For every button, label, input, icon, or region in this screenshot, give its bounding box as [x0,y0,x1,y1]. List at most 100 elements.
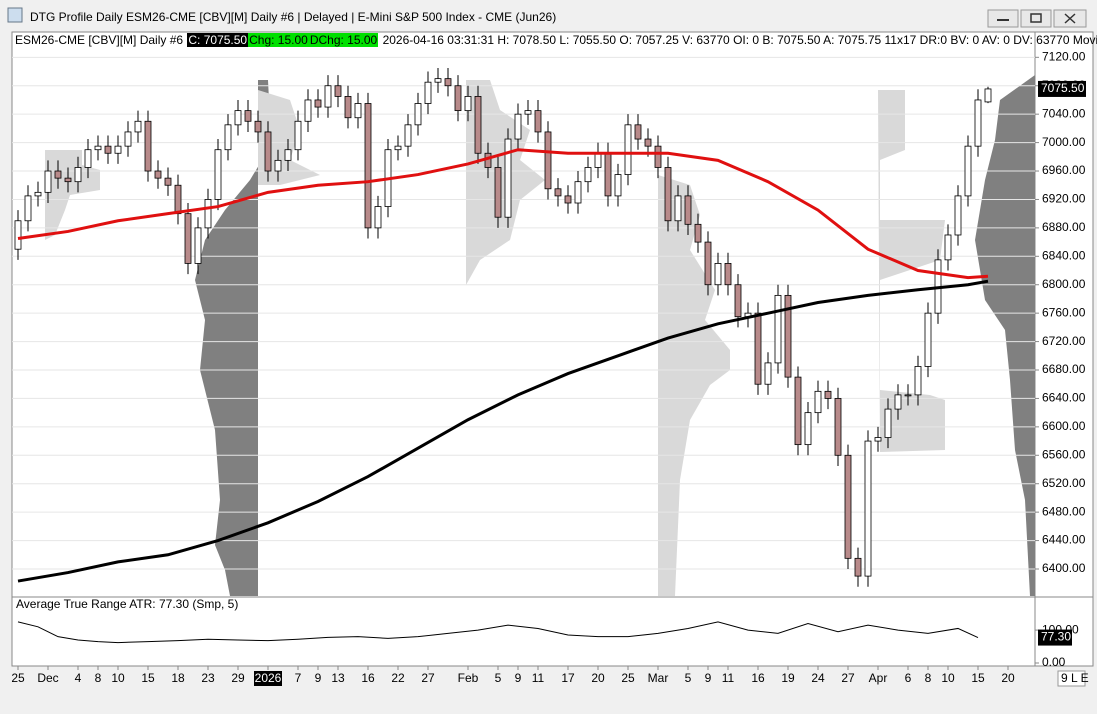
last-value-box [1038,629,1072,646]
x-tick-label: 13 [331,671,345,685]
candle-body [464,96,472,112]
window-buttons[interactable] [987,9,1087,28]
candle-body [664,167,672,222]
candle-body [74,167,82,183]
x-tick-label: 20 [1001,671,1015,685]
status: 9 L E [1061,671,1089,685]
close-price: C: 7075.50 [187,33,249,47]
candle-body [474,96,482,154]
y-tick-label: 6880.00 [1042,220,1086,234]
candle-body [134,120,142,133]
chart-area [11,31,1094,667]
status-box [1057,670,1086,687]
candle-body [944,234,952,261]
volume-profile [975,75,1035,596]
y-tick-label: 6440.00 [1042,533,1086,547]
volume-profile [195,80,270,596]
candle-body [984,88,992,103]
candle-body [904,394,912,397]
x-tick-label: 22 [391,671,405,685]
candle-body [614,174,622,197]
candle-body [364,103,372,229]
candle-body [494,167,502,218]
candle-body [434,78,442,83]
candle-body [784,294,792,378]
candle-body [84,149,92,168]
x-tick-label: Dec [37,671,58,685]
candle-body [804,412,812,446]
x-tick-label: 24 [811,671,825,685]
x-tick-label: 23 [201,671,215,685]
candle-body [214,149,222,200]
candle-body [274,159,282,172]
maximize-button[interactable] [1020,9,1052,28]
candle-body [374,206,382,229]
window-title: DTG Profile Daily ESM26-CME [CBV][M] Dai… [30,10,556,24]
candle-body [754,312,762,385]
last-value-label: 77.30 [1041,630,1071,644]
candle-body [284,149,292,161]
candle-body [124,131,132,147]
minimize-button[interactable] [987,9,1019,28]
x-tick-label: 9 [315,671,322,685]
x-tick-label: 5 [685,671,692,685]
candle-body [114,145,122,154]
x-tick-label: 17 [561,671,575,685]
candle-body [924,312,932,367]
candle-body [824,390,832,399]
candle-body [254,120,262,133]
y-tick-label: 6600.00 [1042,419,1086,433]
candle-body [964,145,972,197]
x-tick-label: 10 [111,671,125,685]
candle-body [424,81,432,104]
candle-body [574,181,582,204]
moving-average [17,148,989,280]
quote-details: 2026-04-16 03:31:31 H: 7078.50 L: 7055.5… [382,33,1097,47]
candle-body [884,408,892,438]
y-tick-label: 6720.00 [1042,334,1086,348]
header: ESM26-CME [CBV][M] Daily #6 C: 7075.50 Ch… [14,33,1097,48]
candle-body [544,131,552,190]
candle-body [454,85,462,112]
x-tick-label: 11 [532,671,545,685]
candle-body [914,366,922,396]
x-tick-label: 6 [905,671,912,685]
moving-average [17,279,989,583]
candle-body [34,191,42,197]
candle-body [554,188,562,197]
candle-body [304,99,312,122]
x-tick-label: 4 [75,671,82,685]
candle-body [204,199,212,229]
candle-body [974,99,982,147]
candle-body [674,195,682,222]
y-tick-label: 6840.00 [1042,248,1086,262]
candle-body [234,110,242,126]
candle-body [584,167,592,183]
y-tick-label: 6480.00 [1042,504,1086,518]
volume-profile [658,175,730,596]
candle-body [714,263,722,286]
candle-body [264,131,272,172]
y-tick-label: 0.00 [1042,655,1066,669]
candle-body [44,170,52,193]
y-tick-label: 7120.00 [1042,49,1086,63]
candle-body [444,78,452,87]
candle-body [854,557,862,577]
candle-body [594,152,602,168]
candle-body [694,223,702,243]
candle-body [394,145,402,151]
x-tick-label: 15 [971,671,985,685]
symbol: ESM26-CME [CBV][M] Daily #6 [15,33,184,47]
candle-body [834,398,842,456]
y-tick-label: 6960.00 [1042,163,1086,177]
candle-body [224,124,232,151]
x-tick-label: 2026 [255,671,282,685]
y-tick-label: 6760.00 [1042,305,1086,319]
x-tick-label: 9 [515,671,522,685]
candle-body [724,263,732,286]
candle-body [14,220,22,250]
x-tick-label: Apr [869,671,888,685]
last-price-box [1038,80,1086,97]
candle-body [334,85,342,97]
